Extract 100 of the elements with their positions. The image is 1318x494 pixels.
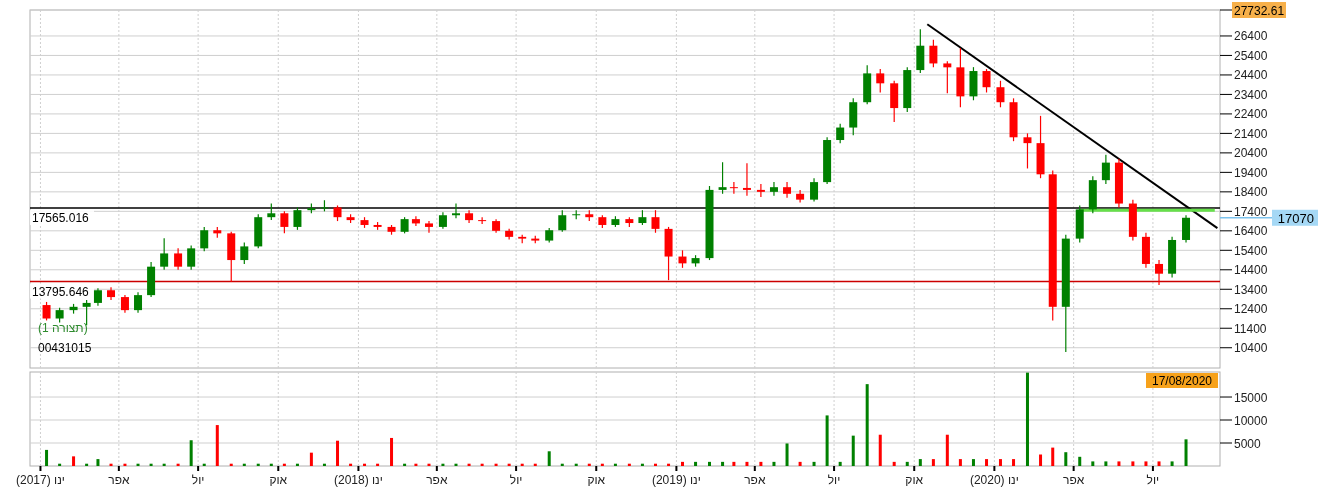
candlestick	[240, 241, 249, 265]
bar	[547, 451, 551, 466]
candlestick	[134, 291, 143, 314]
candlestick	[756, 183, 765, 198]
y-tick-label: 20400	[1234, 146, 1268, 161]
candlestick	[411, 215, 420, 227]
x-tick-label: אוק	[905, 473, 924, 487]
bar	[1091, 461, 1095, 466]
x-tick-label: יול	[509, 473, 523, 487]
bar	[189, 440, 193, 466]
bar	[96, 459, 100, 466]
text: 17070	[1277, 210, 1314, 226]
y-tick-label: 10000	[1234, 413, 1268, 428]
bar	[215, 425, 219, 466]
bar	[878, 434, 882, 466]
bar	[759, 461, 763, 466]
bar	[931, 459, 935, 466]
candlestick	[558, 209, 567, 233]
candlestick	[742, 162, 751, 197]
bar	[905, 461, 909, 466]
candlestick	[1023, 132, 1032, 170]
bar	[945, 434, 949, 466]
bar	[971, 459, 975, 466]
bar	[851, 435, 855, 466]
bar	[309, 452, 313, 466]
bar	[1144, 461, 1148, 466]
y-tick-label: 22400	[1234, 107, 1268, 122]
bar	[865, 384, 869, 466]
candlestick	[424, 220, 433, 234]
candlestick	[651, 209, 660, 234]
bar	[998, 459, 1002, 466]
x-tick-label: יול	[191, 473, 205, 487]
x-tick-label: אפר	[744, 473, 766, 487]
y-tick-label: 21400	[1234, 126, 1268, 141]
x-tick-label: אפר	[108, 473, 130, 487]
x-tick-label: ינו (2019)	[651, 473, 701, 487]
y-tick-label: 13400	[1234, 282, 1268, 297]
y-tick-label: 18400	[1234, 185, 1268, 200]
candlestick	[293, 206, 302, 231]
y-tick-label: 23400	[1234, 87, 1268, 102]
x-tick-label: אוק	[587, 473, 606, 487]
x-tick-label: ינו (2020)	[969, 473, 1019, 487]
candlestick	[769, 181, 778, 197]
bar	[745, 461, 749, 466]
bar	[812, 461, 816, 466]
ref-line-label: 17565.016	[32, 211, 90, 226]
y-tick-label: 15000	[1234, 390, 1268, 405]
y-tick-label: 15400	[1234, 243, 1268, 258]
bar	[1039, 454, 1043, 466]
bar	[1117, 461, 1121, 466]
candlestick	[982, 68, 991, 94]
candlestick	[729, 181, 738, 195]
bar	[1051, 447, 1055, 466]
y-tick-label: 27732.61	[1234, 3, 1285, 18]
y-tick-label: 14400	[1234, 263, 1268, 278]
bar	[72, 456, 76, 466]
bar	[1104, 461, 1108, 466]
y-tick-label: 12400	[1234, 302, 1268, 317]
candlestick	[187, 244, 196, 271]
y-tick-label: 5000	[1234, 436, 1262, 451]
bar	[336, 440, 340, 466]
candlestick	[996, 80, 1005, 108]
annotation: 17/08/2020	[1151, 374, 1213, 388]
bar	[390, 437, 394, 466]
y-tick-label: 26400	[1234, 29, 1268, 44]
bar	[798, 461, 802, 466]
bar	[1184, 439, 1188, 466]
bar	[1064, 452, 1068, 466]
bar	[958, 459, 962, 466]
candlestick	[876, 68, 885, 94]
bar	[1157, 461, 1161, 466]
bar	[708, 461, 711, 466]
bar	[45, 449, 49, 466]
bar	[825, 415, 829, 466]
bar	[1170, 461, 1174, 466]
bar	[694, 461, 698, 466]
candlestick	[174, 247, 183, 271]
candlestick	[1155, 259, 1164, 286]
candlestick	[478, 216, 487, 225]
x-tick-label: יול	[827, 473, 841, 487]
y-tick-label: 16400	[1234, 224, 1268, 239]
y-tick-label: 11400	[1234, 321, 1267, 336]
candlestick	[280, 210, 289, 234]
bar	[838, 461, 842, 466]
bar	[785, 443, 789, 466]
bar	[985, 459, 989, 466]
annotation: (תצורה 1)	[38, 321, 88, 335]
candlestick	[836, 123, 845, 144]
candlestick	[810, 177, 819, 203]
bar	[772, 461, 776, 466]
x-tick-label: אפר	[1063, 473, 1085, 487]
y-tick-label: 10400	[1234, 341, 1268, 356]
bar	[1131, 461, 1135, 466]
bar	[918, 459, 922, 466]
x-tick-label: יול	[1146, 473, 1160, 487]
candlestick	[929, 39, 938, 68]
candlestick	[718, 161, 727, 195]
y-tick-label: 24400	[1234, 68, 1268, 83]
bar	[681, 461, 684, 466]
candlestick	[1101, 154, 1110, 185]
